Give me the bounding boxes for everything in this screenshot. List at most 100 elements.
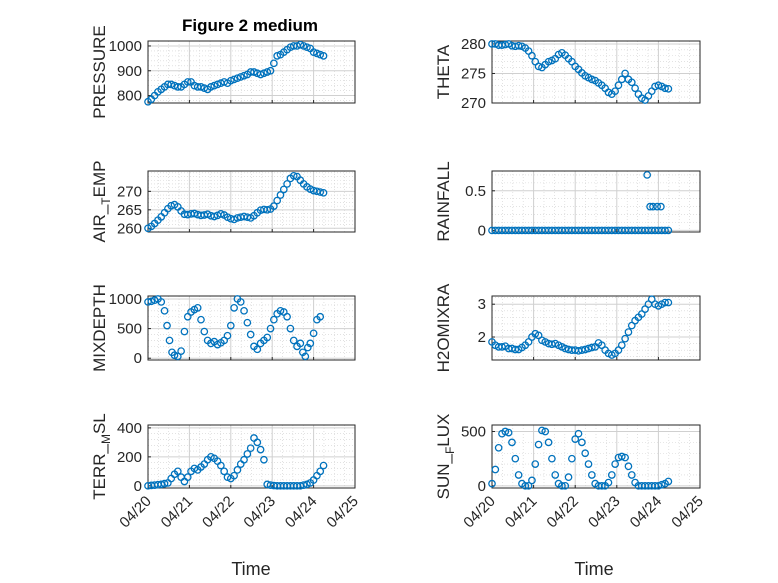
x-tick-label: 04/21: [158, 493, 197, 532]
data-point: [270, 202, 278, 210]
data-point: [306, 339, 315, 348]
data-point: [246, 444, 255, 453]
data-point: [621, 334, 629, 343]
data-point: [611, 87, 619, 96]
data-point: [289, 336, 298, 345]
data-point: [581, 345, 590, 354]
data-point: [617, 452, 626, 461]
data-point: [574, 429, 583, 438]
data-point: [558, 481, 566, 490]
data-point: [611, 460, 619, 468]
x-tick-label: 04/20: [116, 493, 155, 532]
data-point: [253, 345, 262, 354]
data-point: [230, 471, 238, 480]
x-axis-label-left: Time: [231, 559, 270, 579]
data-point: [283, 312, 291, 321]
data-point: [617, 341, 626, 350]
x-tick-label: 04/25: [323, 493, 362, 532]
data-point: [296, 339, 305, 348]
data-point: [316, 188, 325, 196]
y-tick-label: 2: [478, 329, 486, 346]
data-point: [286, 324, 295, 333]
data-point: [173, 83, 182, 91]
data-point: [177, 347, 185, 355]
y-axis-label: SUN_FLUX: [434, 414, 457, 500]
data-point: [200, 327, 209, 336]
data-point: [587, 343, 596, 352]
data-point: [501, 427, 510, 436]
y-axis-label: TERR_MSL: [90, 413, 113, 500]
data-point: [511, 345, 520, 354]
data-point: [301, 352, 310, 361]
data-point: [654, 81, 663, 90]
data-point: [256, 445, 265, 454]
y-axis-label: RAINFALL: [434, 161, 453, 241]
data-point: [494, 443, 503, 452]
y-tick-label: 260: [117, 220, 142, 237]
data-point: [230, 304, 238, 312]
x-tick-label: 04/20: [460, 493, 499, 532]
data-point: [581, 449, 590, 458]
data-point: [544, 57, 553, 66]
data-point: [627, 471, 636, 479]
data-point: [511, 454, 520, 463]
data-point: [309, 329, 318, 338]
data-point: [661, 226, 669, 235]
subplot-4: 0 0.5 RAINFALL: [434, 161, 701, 242]
plot-area: [492, 425, 700, 488]
data-point: [226, 321, 235, 330]
y-tick-label: 0.5: [465, 183, 486, 200]
x-tick-label: 04/23: [240, 493, 279, 532]
data-point: [514, 471, 523, 479]
data-point: [144, 298, 152, 306]
y-tick-label: 500: [461, 424, 486, 441]
data-point: [180, 327, 189, 336]
data-point: [260, 455, 268, 464]
plot-area: [492, 296, 700, 360]
data-point: [183, 473, 192, 481]
data-point: [488, 479, 496, 488]
axes-box: [147, 170, 356, 233]
data-point: [657, 202, 665, 211]
data-point: [299, 481, 308, 489]
data-point: [521, 481, 530, 490]
data-point: [657, 480, 666, 489]
data-point: [165, 336, 174, 345]
data-point: [240, 306, 248, 315]
data-point: [534, 440, 543, 449]
data-point: [491, 465, 500, 474]
data-point: [624, 328, 633, 336]
data-point: [571, 435, 580, 443]
data-point: [233, 466, 242, 474]
x-tick-label: 04/22: [543, 493, 582, 532]
x-tick-label: 04/22: [199, 493, 238, 532]
y-axis-label: PRESSURE: [90, 25, 109, 119]
data-point: [223, 331, 232, 340]
data-point: [548, 454, 556, 463]
data-point: [273, 196, 282, 205]
axes-box: [491, 295, 701, 361]
data-point: [147, 297, 156, 306]
data-point: [173, 467, 182, 476]
data-point: [220, 467, 229, 476]
x-tick-label: 04/24: [282, 493, 321, 532]
data-point: [276, 306, 285, 315]
data-point: [217, 210, 225, 218]
data-point: [266, 324, 275, 333]
data-point: [197, 315, 205, 324]
data-point: [664, 226, 673, 235]
y-tick-label: 270: [117, 183, 142, 200]
x-tick-label: 04/23: [585, 493, 624, 532]
data-point: [561, 481, 570, 490]
data-point: [604, 478, 613, 487]
data-point: [183, 78, 192, 86]
x-tick-label: 04/25: [668, 493, 707, 532]
data-point: [508, 438, 516, 447]
y-tick-label: 900: [117, 63, 142, 80]
data-point: [531, 460, 540, 468]
data-point: [578, 438, 586, 447]
data-point: [528, 51, 536, 60]
